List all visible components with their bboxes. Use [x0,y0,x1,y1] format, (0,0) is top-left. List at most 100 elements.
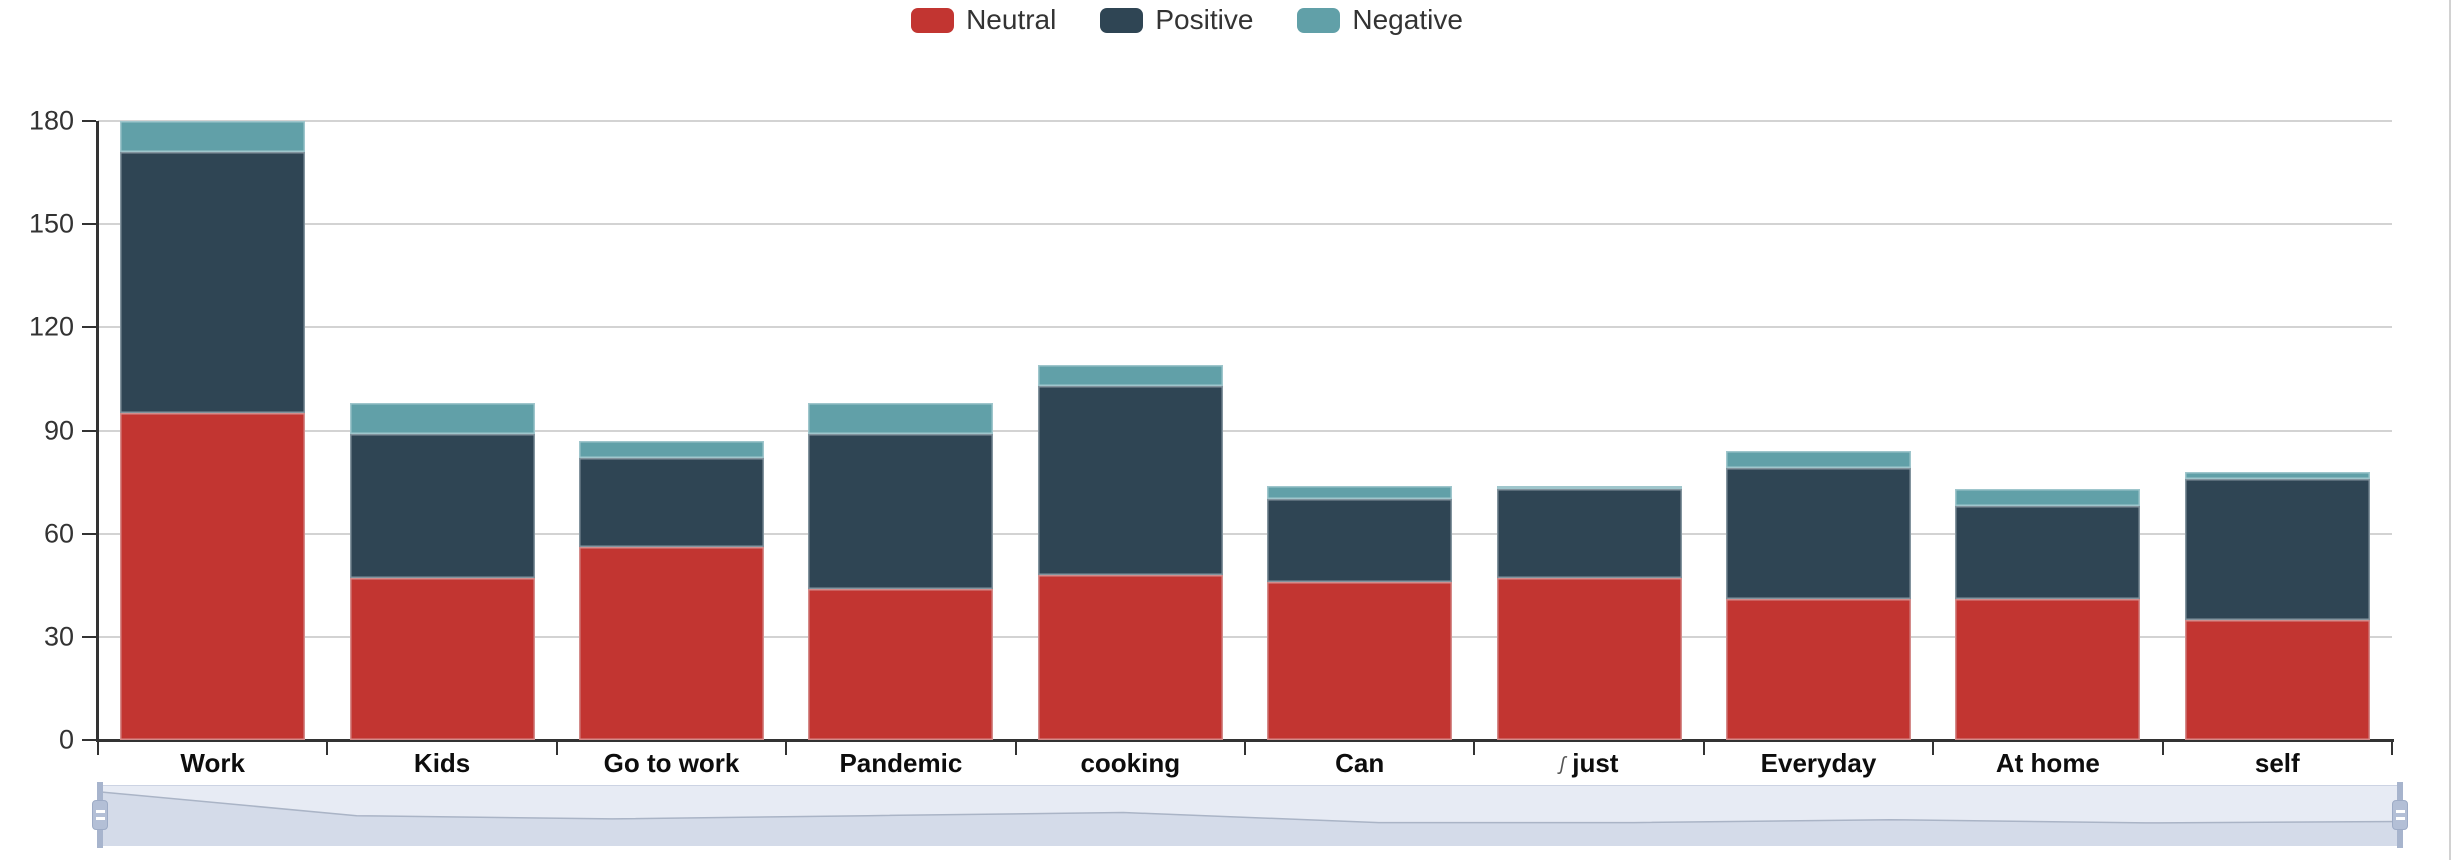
y-axis-label-90: 90 [43,415,74,445]
legend-item-positive[interactable]: Positive [1100,6,1253,34]
y-axis-tick-30 [82,635,96,638]
legend-label: Negative [1352,4,1463,35]
x-axis-label-3: Pandemic [787,750,1015,776]
x-axis-tick-2 [555,741,558,755]
bar-segment-neutral-9[interactable] [2184,619,2370,740]
x-axis-label-text: Everyday [1760,748,1877,778]
x-axis-label-2: Go to work [558,750,786,776]
legend: Neutral Positive Negative [0,6,2374,34]
bar-segment-neutral-7[interactable] [1726,599,1911,740]
bar-segment-negative-3[interactable] [808,402,994,434]
x-axis-label-6: ʃ just [1475,750,1703,776]
datazoom-handle-grip-left[interactable] [92,800,108,830]
bar-segment-positive-9[interactable] [2184,478,2370,620]
bar-segment-negative-4[interactable] [1037,365,1223,386]
y-axis-label-120: 120 [28,311,74,342]
bar-segment-negative-1[interactable] [349,402,535,434]
x-axis-tick-5 [1244,741,1246,755]
bar-segment-positive-7[interactable] [1726,468,1911,599]
x-axis-tick-4 [1014,741,1017,755]
bar-segment-positive-5[interactable] [1267,499,1453,582]
label-prefix-glyph: ʃ [1559,754,1566,775]
bar-segment-neutral-5[interactable] [1267,581,1453,740]
bar-segment-neutral-3[interactable] [808,588,994,740]
bar-segment-neutral-2[interactable] [579,547,764,740]
legend-item-neutral[interactable]: Neutral [911,6,1056,34]
y-axis-line [96,121,99,742]
bar-segment-neutral-8[interactable] [1955,599,2141,740]
x-axis-label-9: self [2163,750,2391,776]
bar-segment-negative-6[interactable] [1496,485,1682,489]
x-axis-label-5: Can [1246,750,1474,776]
x-axis-label-text: just [1572,748,1619,778]
bar-segment-neutral-0[interactable] [120,413,306,740]
x-axis-label-0: Work [99,750,327,776]
y-axis-label-150: 150 [28,208,74,239]
legend-label: Positive [1155,4,1254,35]
bar-segment-neutral-1[interactable] [349,578,535,740]
y-axis-label-180: 180 [28,105,74,136]
bar-segment-negative-5[interactable] [1267,485,1453,500]
datazoom-track[interactable] [100,785,2401,846]
x-axis-label-text: Can [1335,748,1385,778]
bar-segment-negative-9[interactable] [2184,471,2370,479]
x-axis-label-text: Go to work [603,748,740,778]
x-axis-tick-6 [1473,741,1476,755]
x-axis-label-text: Pandemic [839,748,963,778]
x-axis-tick-9 [2161,741,2164,755]
x-axis-label-4: cooking [1016,750,1244,776]
x-axis-tick-3 [785,741,788,755]
bar-segment-positive-0[interactable] [120,151,306,414]
x-axis-label-7: Everyday [1705,750,1933,776]
legend-label: Neutral [966,4,1057,35]
x-axis-tick-7 [1702,741,1705,755]
bar-segment-positive-4[interactable] [1037,385,1223,575]
legend-swatch-negative [1297,7,1341,33]
gridline-120 [98,326,2392,329]
y-axis-label-30: 30 [43,621,74,652]
datazoom-handle-grip-right[interactable] [2392,800,2408,830]
bar-segment-positive-8[interactable] [1955,506,2141,599]
y-axis-tick-120 [82,326,96,329]
bar-segment-neutral-4[interactable] [1037,574,1223,740]
gridline-180 [98,120,2392,122]
x-axis-label-text: self [2254,748,2300,778]
x-axis-tick-1 [326,741,329,755]
bar-segment-neutral-6[interactable] [1496,578,1682,740]
gridline-60 [98,532,2392,535]
bar-segment-positive-2[interactable] [579,458,764,548]
x-axis-line [96,739,2394,742]
gridline-150 [98,223,2392,226]
x-axis-label-text: At home [1995,748,2100,778]
x-axis-label-1: Kids [328,750,556,776]
y-axis-tick-60 [82,532,96,535]
bar-segment-positive-6[interactable] [1496,488,1682,579]
x-axis-tick-10 [2391,741,2393,755]
x-axis-label-8: At home [1934,750,2162,776]
y-axis-label-60: 60 [43,518,74,549]
bar-segment-negative-0[interactable] [120,121,306,152]
y-axis-tick-0 [82,739,96,741]
bar-segment-negative-8[interactable] [1955,488,2141,507]
window-scrollbar-edge [2449,0,2451,860]
bar-segment-negative-2[interactable] [579,440,764,458]
y-axis-tick-150 [82,223,96,226]
datazoom-data-shadow [101,791,2401,846]
bar-segment-positive-1[interactable] [349,433,535,579]
bar-segment-negative-7[interactable] [1726,451,1911,469]
legend-swatch-neutral [911,7,955,33]
legend-item-negative[interactable]: Negative [1297,6,1463,34]
y-axis-tick-180 [82,120,96,122]
x-axis-tick-0 [97,741,99,755]
gridline-30 [98,635,2392,638]
x-axis-tick-8 [1932,741,1935,755]
x-axis-label-text: Work [180,748,245,778]
bar-segment-positive-3[interactable] [808,433,994,589]
y-axis-tick-90 [82,429,96,432]
x-axis-label-text: Kids [413,748,471,778]
y-axis-label-0: 0 [58,724,74,755]
gridline-90 [98,429,2392,432]
x-axis-label-text: cooking [1080,748,1181,778]
legend-swatch-positive [1100,7,1144,33]
